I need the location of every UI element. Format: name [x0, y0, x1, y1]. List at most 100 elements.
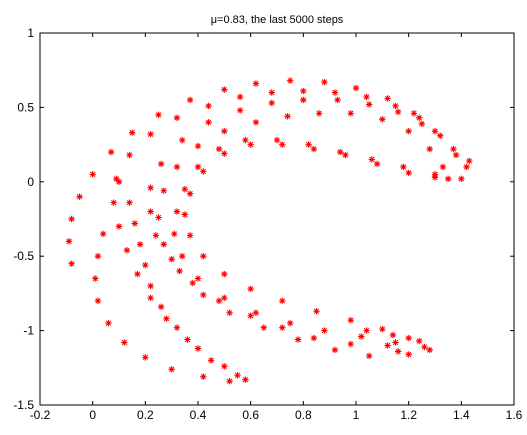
data-point: [331, 346, 339, 354]
y-tick-label: -1: [23, 324, 34, 338]
data-point: [100, 230, 107, 238]
data-point: [221, 270, 228, 278]
data-point: [431, 128, 439, 135]
data-point: [365, 352, 373, 360]
data-point: [126, 151, 133, 159]
data-point: [163, 315, 170, 322]
data-point: [426, 145, 433, 153]
data-point: [379, 325, 386, 333]
data-point: [200, 253, 207, 260]
data-point: [221, 128, 228, 135]
y-tick-label: 1: [27, 26, 34, 40]
data-point: [181, 186, 189, 193]
data-point: [352, 84, 360, 92]
data-point: [405, 334, 412, 342]
data-point: [252, 309, 260, 316]
data-point: [157, 303, 165, 310]
data-point: [368, 156, 375, 163]
data-point: [179, 136, 186, 144]
data-point: [358, 333, 365, 340]
y-tick-label: -0.5: [13, 249, 34, 263]
data-point: [405, 169, 412, 177]
data-point: [160, 187, 167, 194]
data-point: [342, 151, 349, 159]
data-point: [331, 89, 339, 96]
data-point: [384, 342, 391, 349]
data-point: [181, 211, 189, 218]
data-point: [221, 363, 228, 370]
data-point: [431, 174, 439, 181]
data-point: [179, 253, 186, 260]
data-point: [418, 120, 426, 127]
x-tick-label: 0: [89, 408, 96, 422]
data-point: [152, 232, 160, 239]
data-point: [300, 87, 307, 95]
data-point: [142, 354, 149, 361]
data-point: [107, 148, 115, 156]
data-point: [200, 168, 207, 175]
data-point: [452, 151, 460, 159]
x-tick-label: 0.2: [137, 408, 154, 422]
data-point: [416, 114, 423, 122]
data-point: [110, 199, 117, 206]
y-tick-label: -1.5: [13, 398, 34, 412]
points-layer: [65, 77, 473, 385]
data-point: [313, 308, 320, 315]
data-point: [173, 324, 181, 331]
data-point: [268, 89, 275, 96]
data-point: [392, 102, 399, 110]
data-point: [134, 270, 141, 278]
data-point: [394, 108, 402, 116]
x-axis-ticks: -0.2 0 0.2 0.4 0.6 0.8 1 1.2 1.4 1.6: [30, 33, 523, 422]
data-point: [68, 215, 75, 223]
data-point: [226, 309, 233, 316]
x-tick-label: 0.4: [190, 408, 207, 422]
data-point: [242, 376, 249, 383]
data-point: [394, 348, 402, 355]
data-point: [207, 357, 215, 364]
data-point: [410, 110, 418, 117]
data-point: [173, 114, 181, 122]
data-point: [173, 208, 181, 215]
data-point: [131, 220, 138, 227]
data-point: [194, 275, 202, 282]
data-point: [236, 107, 244, 114]
data-point: [194, 142, 202, 150]
data-point: [458, 175, 465, 183]
data-point: [189, 279, 196, 287]
data-point: [400, 163, 407, 171]
data-point: [439, 163, 447, 171]
x-tick-label: -0.2: [30, 408, 51, 422]
data-point: [305, 141, 312, 148]
data-point: [421, 343, 428, 351]
data-point: [363, 327, 370, 334]
data-point: [160, 241, 167, 248]
data-point: [252, 80, 260, 87]
data-point: [205, 119, 212, 126]
data-point: [126, 199, 133, 206]
y-tick-label: 0.5: [17, 100, 34, 114]
data-point: [147, 184, 154, 191]
data-point: [115, 223, 123, 230]
data-point: [268, 99, 275, 107]
x-tick-label: 0.8: [295, 408, 312, 422]
data-point: [186, 96, 194, 104]
data-point: [373, 160, 381, 168]
data-point: [115, 178, 123, 185]
data-point: [315, 110, 323, 117]
data-point: [147, 282, 154, 290]
data-point: [147, 294, 154, 302]
data-point: [155, 214, 162, 221]
data-point: [221, 86, 228, 93]
data-point: [247, 141, 254, 148]
data-point: [252, 119, 260, 126]
data-point: [365, 101, 373, 108]
data-point: [105, 319, 112, 327]
x-tick-label: 1: [353, 408, 360, 422]
data-point: [194, 163, 202, 171]
data-point: [379, 116, 386, 123]
data-point: [416, 337, 423, 345]
y-tick-label: 0: [27, 175, 34, 189]
data-point: [286, 319, 294, 327]
